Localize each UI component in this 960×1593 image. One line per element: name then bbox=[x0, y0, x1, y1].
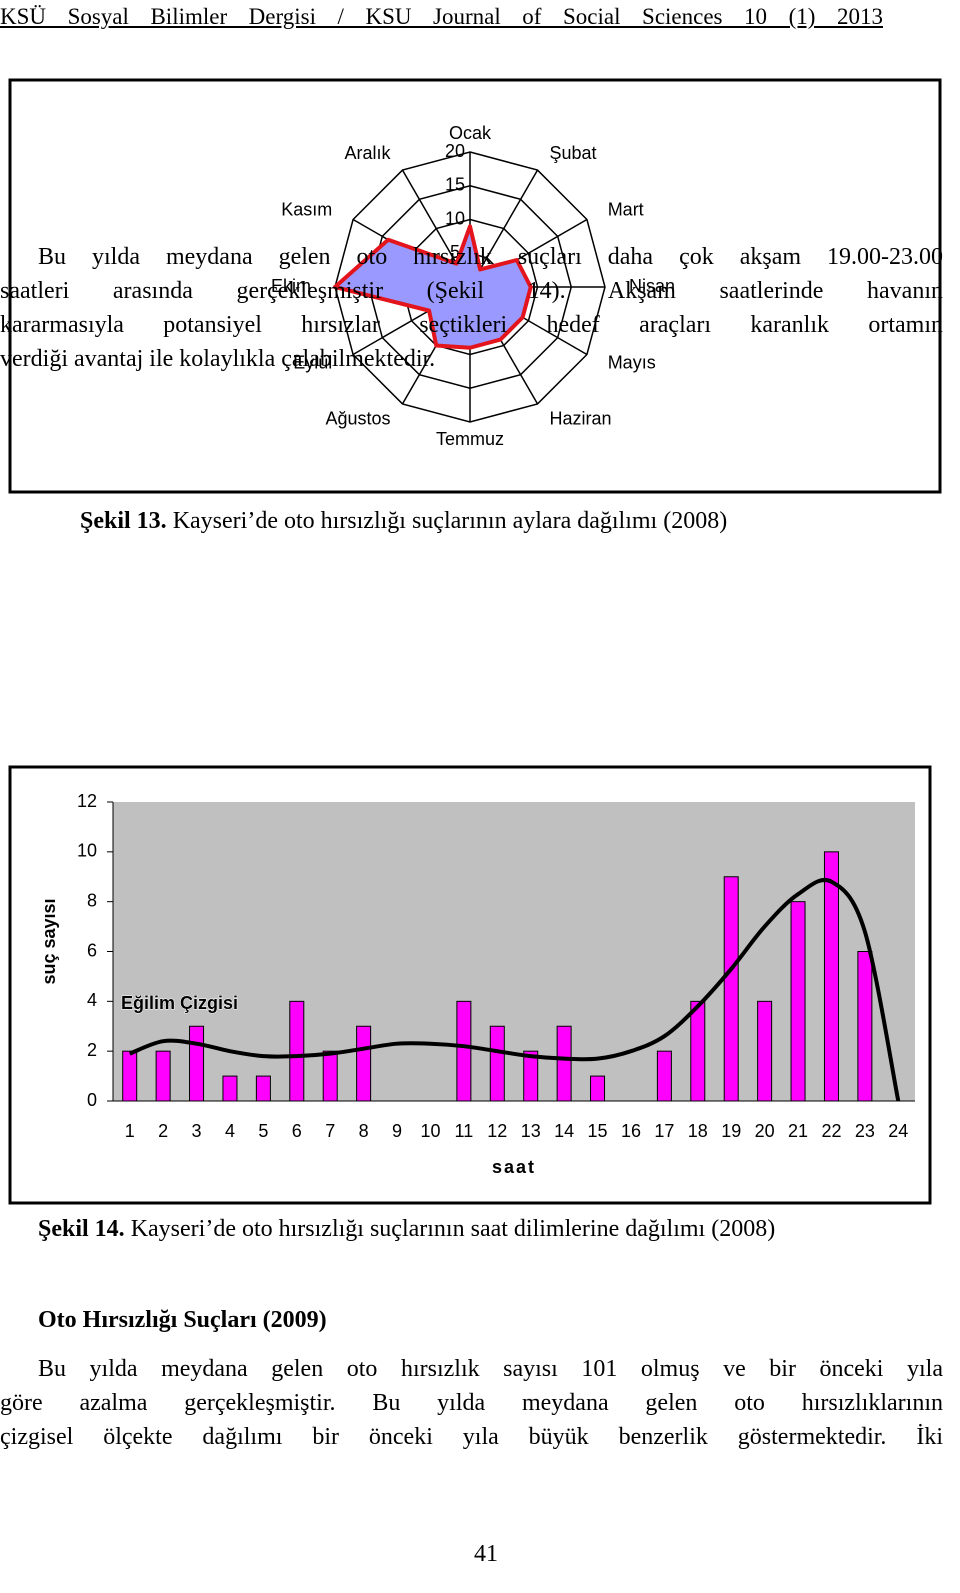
bar bbox=[289, 1000, 305, 1102]
r-tick-label: 20 bbox=[445, 141, 465, 161]
bar bbox=[690, 1000, 706, 1102]
paragraph-line: göre azalma gerçekleşmiştir. Bu yılda me… bbox=[0, 1390, 943, 1416]
x-tick-label: 12 bbox=[487, 1121, 507, 1141]
x-tick-label: 6 bbox=[292, 1121, 302, 1141]
y-tick-label: 6 bbox=[87, 940, 97, 960]
x-tick-label: 5 bbox=[258, 1121, 268, 1141]
bar bbox=[790, 901, 806, 1102]
category-label: Ağustos bbox=[325, 408, 390, 428]
figure-caption: Şekil 13. Kayseri’de oto hırsızlığı suçl… bbox=[80, 504, 870, 538]
bar bbox=[723, 876, 739, 1102]
y-axis-title: suç sayısı bbox=[39, 898, 59, 984]
x-tick-label: 9 bbox=[392, 1121, 402, 1141]
r-tick-label: 15 bbox=[445, 175, 465, 195]
r-tick-label: 5 bbox=[450, 242, 460, 262]
x-tick-label: 3 bbox=[192, 1121, 202, 1141]
x-tick-label: 7 bbox=[325, 1121, 335, 1141]
category-label: Eylül bbox=[293, 352, 332, 372]
paragraph-line: Bu yılda meydana gelen oto hırsızlık suç… bbox=[38, 244, 943, 270]
bar bbox=[155, 1050, 171, 1102]
legend-label: Eğilim Çizgisi bbox=[121, 993, 238, 1013]
x-tick-label: 10 bbox=[420, 1121, 440, 1141]
x-tick-label: 24 bbox=[888, 1121, 908, 1141]
x-tick-label: 16 bbox=[621, 1121, 641, 1141]
category-label: Ekim bbox=[271, 276, 311, 296]
category-label: Nisan bbox=[629, 276, 675, 296]
x-tick-label: 14 bbox=[554, 1121, 574, 1141]
paragraph-line: kararmasıyla potansiyel hırsızlar seçtik… bbox=[0, 312, 943, 338]
x-tick-label: 21 bbox=[788, 1121, 808, 1141]
x-tick-label: 17 bbox=[654, 1121, 674, 1141]
paragraph-line: çizgisel ölçekte dağılımı bir önceki yıl… bbox=[0, 1424, 943, 1450]
bar bbox=[456, 1000, 472, 1102]
bar bbox=[857, 951, 873, 1102]
bar bbox=[255, 1075, 271, 1102]
paragraph-line: verdiği avantaj ile kolaylıkla çalabilme… bbox=[0, 346, 436, 372]
page-number: 41 bbox=[474, 1541, 498, 1567]
y-tick-label: 8 bbox=[87, 890, 97, 910]
category-label: Haziran bbox=[550, 408, 612, 428]
x-tick-label: 19 bbox=[721, 1121, 741, 1141]
category-label: Aralık bbox=[344, 143, 391, 163]
x-tick-label: 20 bbox=[755, 1121, 775, 1141]
bar bbox=[556, 1025, 572, 1102]
x-tick-label: 4 bbox=[225, 1121, 235, 1141]
radar-area bbox=[333, 224, 533, 350]
trend-line bbox=[128, 878, 901, 1102]
x-tick-label: 18 bbox=[688, 1121, 708, 1141]
figure-frame bbox=[8, 765, 932, 1205]
y-tick-label: 2 bbox=[87, 1040, 97, 1060]
bar bbox=[523, 1050, 539, 1102]
y-tick-label: 10 bbox=[77, 841, 97, 861]
bar bbox=[189, 1025, 205, 1102]
y-tick-label: 4 bbox=[87, 990, 97, 1010]
y-tick-label: 0 bbox=[87, 1090, 97, 1110]
category-label: Temmuz bbox=[436, 429, 504, 449]
bar bbox=[122, 1050, 138, 1102]
running-header: KSÜ Sosyal Bilimler Dergisi / KSU Journa… bbox=[0, 4, 883, 29]
category-label: Mart bbox=[608, 199, 644, 219]
caption-text: Kayseri’de oto hırsızlığı suçlarının saa… bbox=[130, 1216, 776, 1242]
caption-label: Şekil 13. bbox=[80, 508, 167, 534]
x-tick-label: 22 bbox=[821, 1121, 841, 1141]
category-label: Kasım bbox=[281, 199, 332, 219]
paragraph-line: Bu yılda meydana gelen oto hırsızlık say… bbox=[38, 1356, 943, 1382]
bar bbox=[322, 1050, 338, 1102]
bar bbox=[656, 1050, 672, 1102]
bar bbox=[356, 1025, 372, 1102]
category-label: Şubat bbox=[550, 143, 597, 163]
caption-label: Şekil 14. bbox=[38, 1216, 125, 1242]
x-tick-label: 11 bbox=[455, 1121, 474, 1141]
x-axis-title: saat bbox=[492, 1157, 536, 1177]
x-tick-label: 2 bbox=[158, 1121, 168, 1141]
category-label: Mayıs bbox=[608, 352, 656, 372]
category-label: Ocak bbox=[449, 123, 492, 143]
paragraph-line: saatleri arasında gerçekleşmiştir (Şekil… bbox=[0, 278, 943, 304]
bar bbox=[823, 851, 839, 1102]
bar bbox=[590, 1075, 606, 1102]
x-tick-label: 1 bbox=[125, 1121, 135, 1141]
caption-text: Kayseri’de oto hırsızlığı suçlarının ayl… bbox=[172, 508, 728, 534]
figure-caption: Şekil 14. Kayseri’de oto hırsızlığı suçl… bbox=[38, 1212, 923, 1246]
x-tick-label: 13 bbox=[521, 1121, 541, 1141]
y-tick-label: 12 bbox=[77, 791, 97, 811]
x-tick-label: 23 bbox=[855, 1121, 875, 1141]
x-tick-label: 15 bbox=[588, 1121, 608, 1141]
bar bbox=[222, 1075, 238, 1102]
bar bbox=[489, 1025, 505, 1102]
x-tick-label: 8 bbox=[359, 1121, 369, 1141]
section-heading: Oto Hırsızlığı Suçları (2009) bbox=[38, 1307, 327, 1333]
figure-frame bbox=[8, 78, 942, 494]
r-tick-label: 10 bbox=[445, 208, 465, 228]
plot-area bbox=[113, 802, 915, 1101]
bar bbox=[757, 1000, 773, 1102]
